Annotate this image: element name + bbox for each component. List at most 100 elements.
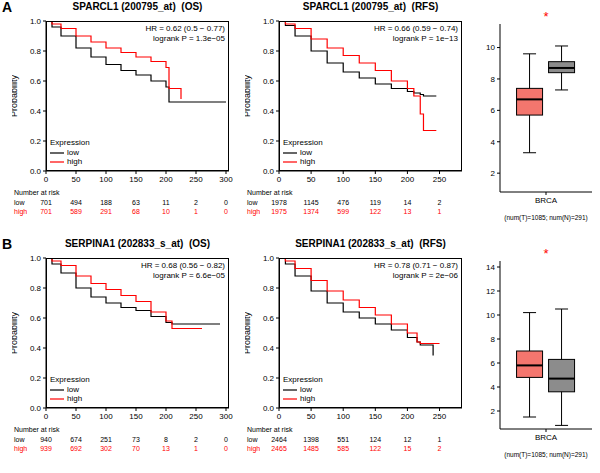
svg-text:0.6: 0.6 <box>30 314 42 323</box>
svg-text:250: 250 <box>433 175 447 184</box>
svg-text:50: 50 <box>307 412 316 421</box>
svg-text:1.0: 1.0 <box>30 17 42 26</box>
svg-text:300: 300 <box>219 175 233 184</box>
html-text:Expression: Expression <box>283 138 323 147</box>
svg-text:0.0: 0.0 <box>263 167 275 176</box>
svg-text:50: 50 <box>72 175 81 184</box>
svg-text:4: 4 <box>491 383 496 392</box>
svg-text:4: 4 <box>491 138 496 147</box>
svg-text:250: 250 <box>433 412 447 421</box>
svg-text:Probability: Probability <box>245 311 252 354</box>
html-text:SPARCL1 (200795_at): SPARCL1 (200795_at) <box>72 1 176 12</box>
svg-text:0.2: 0.2 <box>263 374 275 383</box>
html-text:Expression: Expression <box>283 375 323 384</box>
svg-text:0.2: 0.2 <box>263 137 275 146</box>
svg-text:(num(T)=1085; num(N)=291): (num(T)=1085; num(N)=291) <box>504 214 587 222</box>
svg-text:0.4: 0.4 <box>30 344 42 353</box>
svg-text:BRCA: BRCA <box>535 433 558 442</box>
svg-text:1.0: 1.0 <box>263 17 275 26</box>
svg-text:6: 6 <box>491 106 496 115</box>
svg-text:12: 12 <box>486 287 495 296</box>
svg-text:100: 100 <box>337 175 351 184</box>
html-text:(RFS): (RFS) <box>411 1 439 12</box>
svg-text:(num(T)=1085; num(N)=291): (num(T)=1085; num(N)=291) <box>504 451 587 459</box>
svg-text:100: 100 <box>99 175 113 184</box>
svg-text:Probability: Probability <box>12 311 19 354</box>
svg-text:0.6: 0.6 <box>263 314 275 323</box>
html-text:low: low <box>300 385 312 394</box>
html-text:HR = 0.62 (0.5 − 0.77): HR = 0.62 (0.5 − 0.77) <box>145 24 225 33</box>
svg-text:150: 150 <box>129 175 143 184</box>
svg-text:0: 0 <box>44 175 49 184</box>
html-text:(RFS): (RFS) <box>419 238 446 249</box>
svg-text:0.0: 0.0 <box>30 167 42 176</box>
svg-text:Probability: Probability <box>12 74 19 117</box>
svg-text:14: 14 <box>486 263 495 272</box>
svg-text:150: 150 <box>369 175 383 184</box>
html-text:(OS): (OS) <box>181 1 203 12</box>
html-text:low: low <box>300 148 312 157</box>
html-text:high: high <box>300 394 316 403</box>
svg-text:200: 200 <box>401 175 415 184</box>
html-text:SERPINA1 (202833_s_at): SERPINA1 (202833_s_at) <box>65 238 184 249</box>
svg-text:0.6: 0.6 <box>30 77 42 86</box>
html-text:A: A <box>2 0 13 15</box>
svg-text:0.0: 0.0 <box>263 404 275 413</box>
html-text:logrank P = 1e−13: logrank P = 1e−13 <box>392 34 458 43</box>
html-text:logrank P = 1.3e−05: logrank P = 1.3e−05 <box>153 34 225 43</box>
svg-text:0.4: 0.4 <box>263 107 275 116</box>
svg-text:8: 8 <box>491 75 496 84</box>
html-text:HR = 0.68 (0.56 − 0.82): HR = 0.68 (0.56 − 0.82) <box>140 261 225 270</box>
html-text:B: B <box>2 236 13 252</box>
html-text:Expression: Expression <box>50 375 90 384</box>
svg-text:0.8: 0.8 <box>263 284 275 293</box>
svg-text:2: 2 <box>491 407 496 416</box>
svg-text:0.2: 0.2 <box>30 137 42 146</box>
svg-text:0: 0 <box>277 412 282 421</box>
svg-text:BRCA: BRCA <box>535 196 558 205</box>
svg-text:0.8: 0.8 <box>30 47 42 56</box>
html-text:high: high <box>67 394 83 403</box>
svg-text:250: 250 <box>189 175 203 184</box>
html-text:logrank P = 2e−06: logrank P = 2e−06 <box>392 271 458 280</box>
svg-text:0.0: 0.0 <box>30 404 42 413</box>
svg-text:150: 150 <box>129 412 143 421</box>
svg-text:6: 6 <box>491 359 496 368</box>
html-text:Expression: Expression <box>50 138 90 147</box>
svg-text:150: 150 <box>369 412 383 421</box>
html-text:SERPINA1 (202833_s_at): SERPINA1 (202833_s_at) <box>295 238 414 249</box>
svg-text:0.8: 0.8 <box>30 284 42 293</box>
svg-text:0.6: 0.6 <box>263 77 275 86</box>
svg-text:200: 200 <box>401 412 415 421</box>
svg-text:1.0: 1.0 <box>30 254 42 263</box>
svg-text:8: 8 <box>491 335 496 344</box>
html-text:HR = 0.78 (0.71 − 0.87): HR = 0.78 (0.71 − 0.87) <box>373 261 458 270</box>
svg-text:0.4: 0.4 <box>30 107 42 116</box>
html-text:low: low <box>67 385 79 394</box>
svg-text:100: 100 <box>99 412 113 421</box>
svg-text:50: 50 <box>307 175 316 184</box>
svg-text:250: 250 <box>189 412 203 421</box>
svg-text:100: 100 <box>337 412 351 421</box>
svg-text:0: 0 <box>277 175 282 184</box>
html-text:high: high <box>67 157 83 166</box>
svg-text:0.4: 0.4 <box>263 344 275 353</box>
html-text:logrank P = 6.6e−05: logrank P = 6.6e−05 <box>153 271 225 280</box>
svg-text:0.2: 0.2 <box>30 374 42 383</box>
svg-text:0: 0 <box>44 412 49 421</box>
svg-text:10: 10 <box>486 311 495 320</box>
html-text:SPARCL1 (200795_at): SPARCL1 (200795_at) <box>302 1 406 12</box>
svg-text:2: 2 <box>491 169 496 178</box>
svg-text:Probability: Probability <box>245 74 252 117</box>
html-text:high: high <box>300 157 316 166</box>
html-text:HR = 0.66 (0.59 − 0.74): HR = 0.66 (0.59 − 0.74) <box>373 24 458 33</box>
svg-text:0.8: 0.8 <box>263 47 275 56</box>
svg-text:200: 200 <box>159 175 173 184</box>
html-text:(OS): (OS) <box>188 238 210 249</box>
svg-text:10: 10 <box>486 43 495 52</box>
svg-text:200: 200 <box>159 412 173 421</box>
svg-text:50: 50 <box>72 412 81 421</box>
svg-text:1.0: 1.0 <box>263 254 275 263</box>
svg-text:300: 300 <box>219 412 233 421</box>
html-text:low: low <box>67 148 79 157</box>
